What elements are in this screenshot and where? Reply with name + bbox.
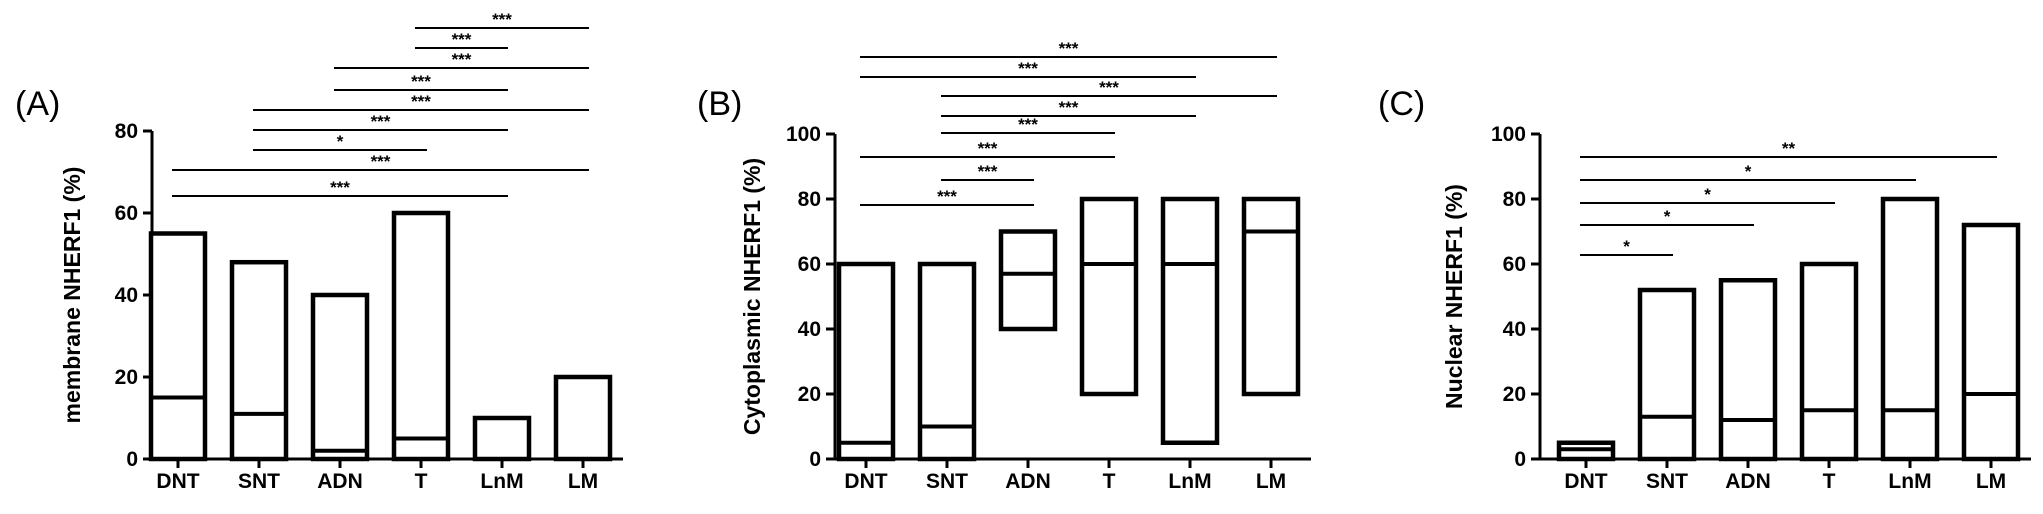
- panel-label: (B): [697, 85, 742, 123]
- significance-label: *: [337, 132, 344, 151]
- significance-label: *: [1623, 237, 1630, 256]
- box-DNT: [836, 261, 896, 462]
- significance-label: ***: [1059, 39, 1079, 58]
- box-T: [391, 210, 451, 462]
- box-ADN: [998, 229, 1058, 332]
- x-tick-label: SNT: [1646, 470, 1688, 493]
- significance-label: ***: [1018, 59, 1038, 78]
- x-tick-label: ADN: [1725, 470, 1771, 493]
- x-tick-label: LM: [568, 470, 598, 493]
- significance-label: ***: [1099, 78, 1119, 97]
- y-tick-label: 0: [1514, 448, 1526, 471]
- significance-label: ***: [330, 178, 350, 197]
- x-tick-label: DNT: [1564, 470, 1607, 493]
- y-tick-label: 80: [115, 120, 138, 143]
- y-tick-label: 60: [798, 253, 821, 276]
- x-tick-label: LM: [1256, 470, 1286, 493]
- y-tick-label: 80: [1503, 188, 1526, 211]
- chart-panel-1: (B) Cytoplasmic NHERF1 (%) 0 20 40 60 80 100 DNT…: [697, 39, 1311, 493]
- significance-label: ***: [978, 139, 998, 158]
- x-tick-label: DNT: [844, 470, 887, 493]
- significance-label: ***: [1059, 98, 1079, 117]
- x-tick-label: LM: [1976, 470, 2006, 493]
- x-tick-label: T: [1823, 470, 1836, 493]
- y-tick-label: 0: [809, 448, 821, 471]
- panel-label: (A): [15, 85, 60, 123]
- y-tick-label: 100: [786, 123, 821, 146]
- x-tick-label: LnM: [1888, 470, 1931, 493]
- x-tick-label: DNT: [156, 470, 199, 493]
- x-tick-label: SNT: [926, 470, 968, 493]
- y-tick-label: 80: [798, 188, 821, 211]
- box-LnM: [472, 415, 532, 462]
- significance-label: ***: [411, 92, 431, 111]
- box-LM: [1961, 222, 2021, 462]
- panel-label: (C): [1378, 85, 1425, 123]
- x-tick-label: ADN: [1005, 470, 1051, 493]
- x-tick-label: LnM: [480, 470, 523, 493]
- y-axis-label: Cytoplasmic NHERF1 (%): [739, 158, 765, 435]
- x-tick-label: T: [1103, 470, 1116, 493]
- y-tick-label: 20: [1503, 383, 1526, 406]
- x-tick-label: LnM: [1168, 470, 1211, 493]
- chart-panel-2: (C) Nuclear NHERF1 (%) 0 20 40 60 80 100 DNT SNT A…: [1378, 85, 2031, 493]
- box-LnM: [1880, 196, 1940, 462]
- y-tick-label: 40: [115, 284, 138, 307]
- y-tick-label: 0: [126, 448, 138, 471]
- box-ADN: [1718, 278, 1778, 462]
- significance-label: ***: [452, 50, 472, 69]
- y-tick-label: 40: [798, 318, 821, 341]
- significance-label: *: [1704, 185, 1711, 204]
- y-tick-label: 20: [115, 366, 138, 389]
- x-tick-label: SNT: [238, 470, 280, 493]
- y-tick-label: 60: [1503, 253, 1526, 276]
- box-DNT: [148, 231, 208, 462]
- significance-label: *: [1664, 207, 1671, 226]
- box-LM: [553, 374, 613, 462]
- significance-label: **: [1782, 139, 1796, 158]
- y-tick-label: 60: [115, 202, 138, 225]
- significance-label: ***: [371, 112, 391, 131]
- y-axis-label: Nuclear NHERF1 (%): [1441, 184, 1467, 409]
- significance-label: ***: [492, 10, 512, 29]
- box-LnM: [1160, 196, 1220, 445]
- y-tick-label: 20: [798, 383, 821, 406]
- y-tick-label: 100: [1491, 123, 1526, 146]
- significance-label: ***: [411, 72, 431, 91]
- box-SNT: [229, 259, 289, 462]
- x-tick-label: ADN: [317, 470, 363, 493]
- box-ADN: [310, 292, 370, 462]
- box-T: [1799, 261, 1859, 462]
- y-tick-label: 40: [1503, 318, 1526, 341]
- significance-label: *: [1745, 162, 1752, 181]
- box-T: [1079, 196, 1139, 397]
- significance-label: ***: [371, 152, 391, 171]
- box-SNT: [1637, 287, 1697, 462]
- significance-label: ***: [452, 30, 472, 49]
- box-SNT: [917, 261, 977, 462]
- x-tick-label: T: [415, 470, 428, 493]
- significance-label: ***: [1018, 115, 1038, 134]
- chart-panel-0: (A) membrane NHERF1 (%) 0 20 40 60 80 DNT SNT ADN…: [15, 10, 623, 493]
- box-LM: [1241, 196, 1301, 397]
- y-axis-label: membrane NHERF1 (%): [59, 167, 85, 424]
- significance-label: ***: [937, 187, 957, 206]
- significance-label: ***: [978, 162, 998, 181]
